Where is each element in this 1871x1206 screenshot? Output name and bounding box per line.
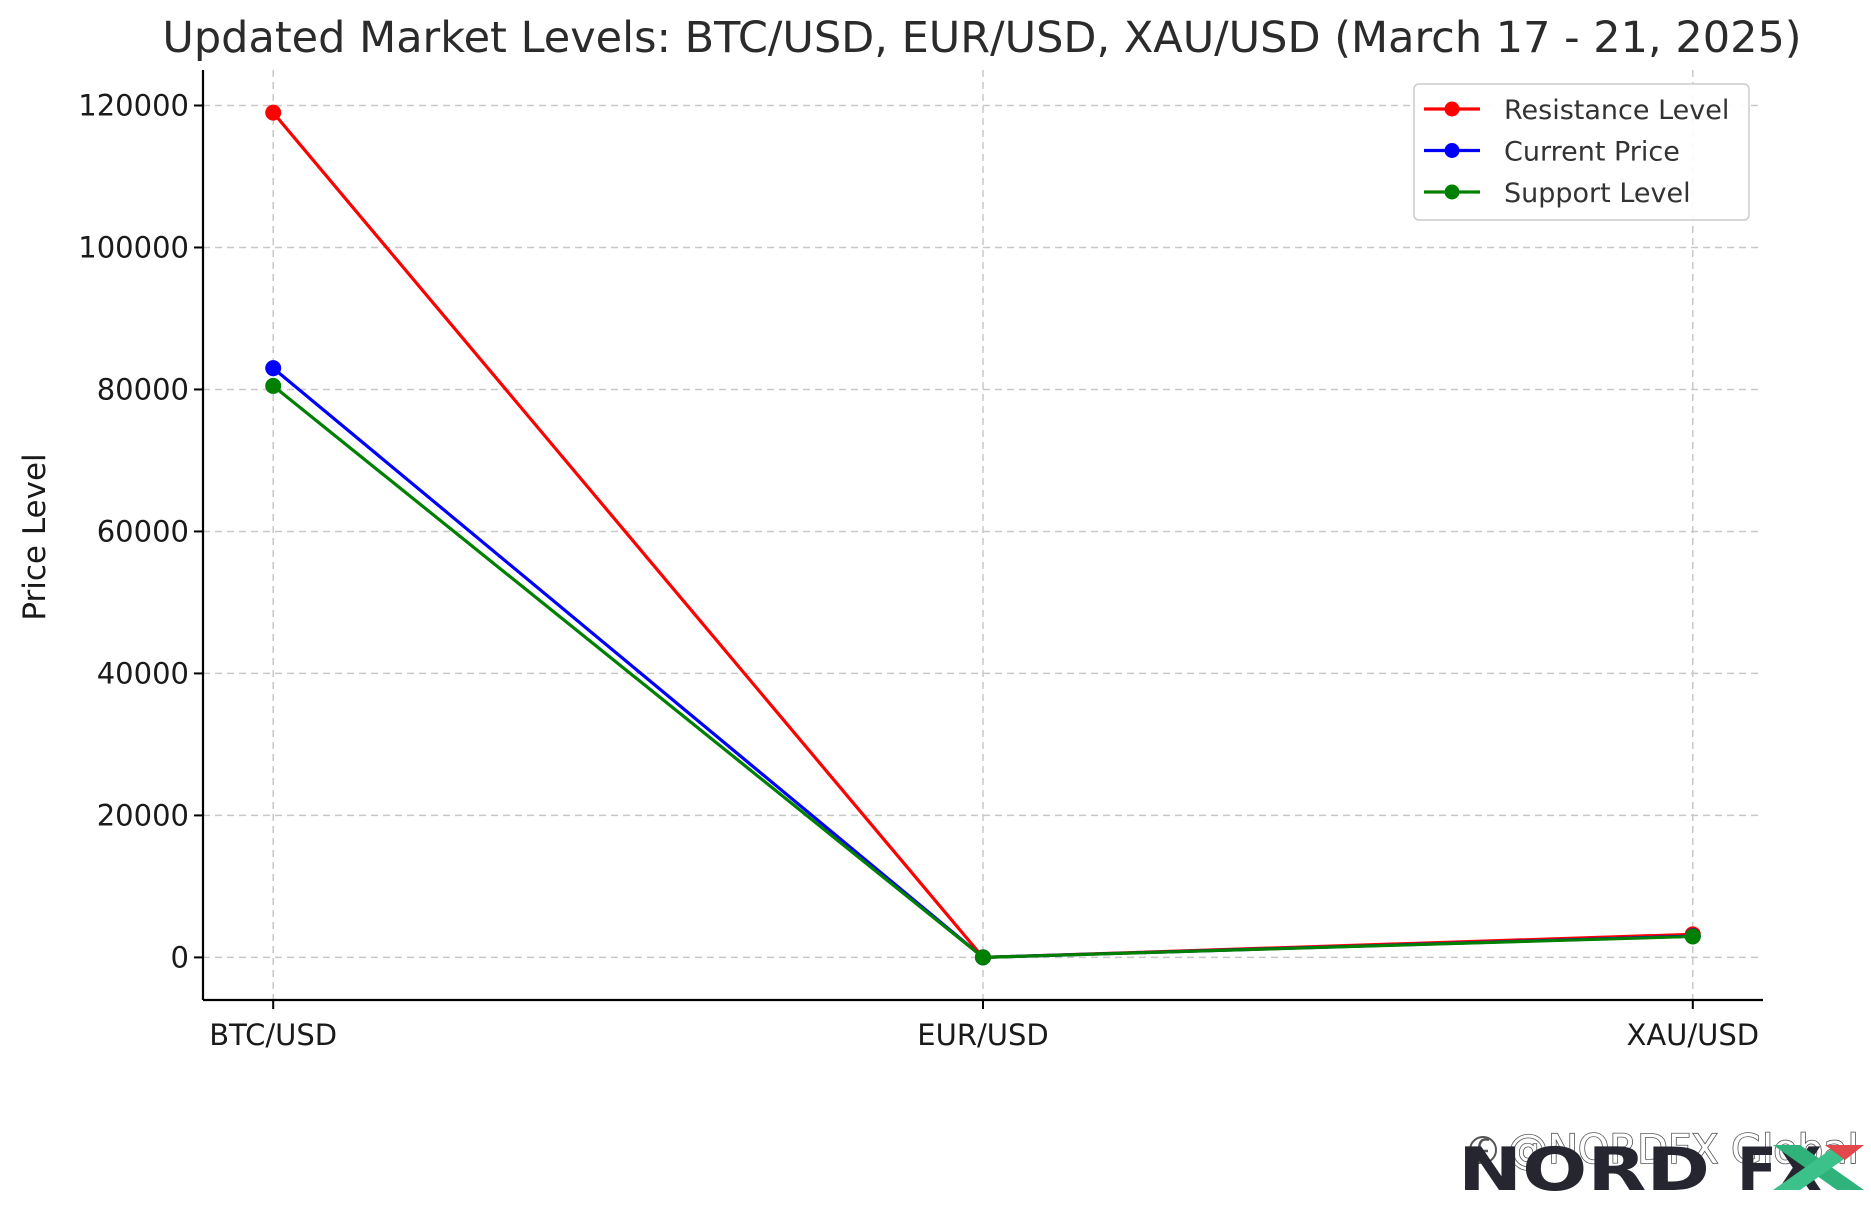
y-tick-label: 100000 bbox=[78, 230, 189, 264]
x-tick-label: XAU/USD bbox=[1626, 1018, 1759, 1052]
legend-box bbox=[1413, 83, 1750, 221]
legend-marker bbox=[1444, 184, 1460, 200]
y-axis-label: Price Level bbox=[17, 453, 53, 620]
legend-label: Resistance Level bbox=[1504, 95, 1729, 126]
y-tick-label: 40000 bbox=[97, 656, 189, 690]
legend-item: Resistance Level bbox=[1424, 95, 1729, 126]
x-tick-label: BTC/USD bbox=[209, 1018, 337, 1052]
social-handle-icon bbox=[1469, 1136, 1497, 1164]
y-ticks: 0 20000 40000 60000 80000 100000 120000 bbox=[78, 88, 203, 974]
legend-item: Support Level bbox=[1424, 178, 1691, 209]
brand-logo-fx: FX bbox=[1737, 1135, 1864, 1205]
series-layer bbox=[265, 104, 1701, 966]
watermark-handle: @NORDFX Global bbox=[1508, 1127, 1859, 1173]
x-ticks: BTC/USD EUR/USD XAU/USD bbox=[209, 1000, 1759, 1052]
data-point bbox=[1684, 928, 1701, 945]
legend-label: Current Price bbox=[1504, 137, 1680, 168]
y-tick-label: 0 bbox=[171, 940, 189, 974]
series-resistance-level bbox=[265, 104, 1701, 966]
data-point bbox=[265, 104, 282, 121]
y-tick-label: 80000 bbox=[97, 372, 189, 406]
legend: Resistance Level Current Price Support Lev… bbox=[1413, 83, 1750, 221]
watermark: @NORDFX Global NORD FX bbox=[1458, 1126, 1864, 1205]
legend-marker bbox=[1444, 101, 1460, 117]
brand-logo-nord: NORD bbox=[1458, 1135, 1710, 1205]
y-tick-label: 20000 bbox=[97, 798, 189, 832]
legend-label: Support Level bbox=[1504, 178, 1691, 209]
data-point bbox=[975, 949, 991, 966]
y-tick-label: 60000 bbox=[97, 514, 189, 548]
y-tick-label: 120000 bbox=[78, 88, 189, 122]
chart-title: Updated Market Levels: BTC/USD, EUR/USD,… bbox=[162, 13, 1801, 63]
brand-x-red-accent bbox=[1825, 1145, 1864, 1160]
data-point bbox=[265, 377, 282, 394]
data-point bbox=[265, 360, 282, 377]
x-tick-label: EUR/USD bbox=[917, 1018, 1048, 1052]
legend-item: Current Price bbox=[1424, 137, 1680, 168]
series-support-level bbox=[265, 377, 1701, 966]
legend-marker bbox=[1444, 143, 1460, 158]
